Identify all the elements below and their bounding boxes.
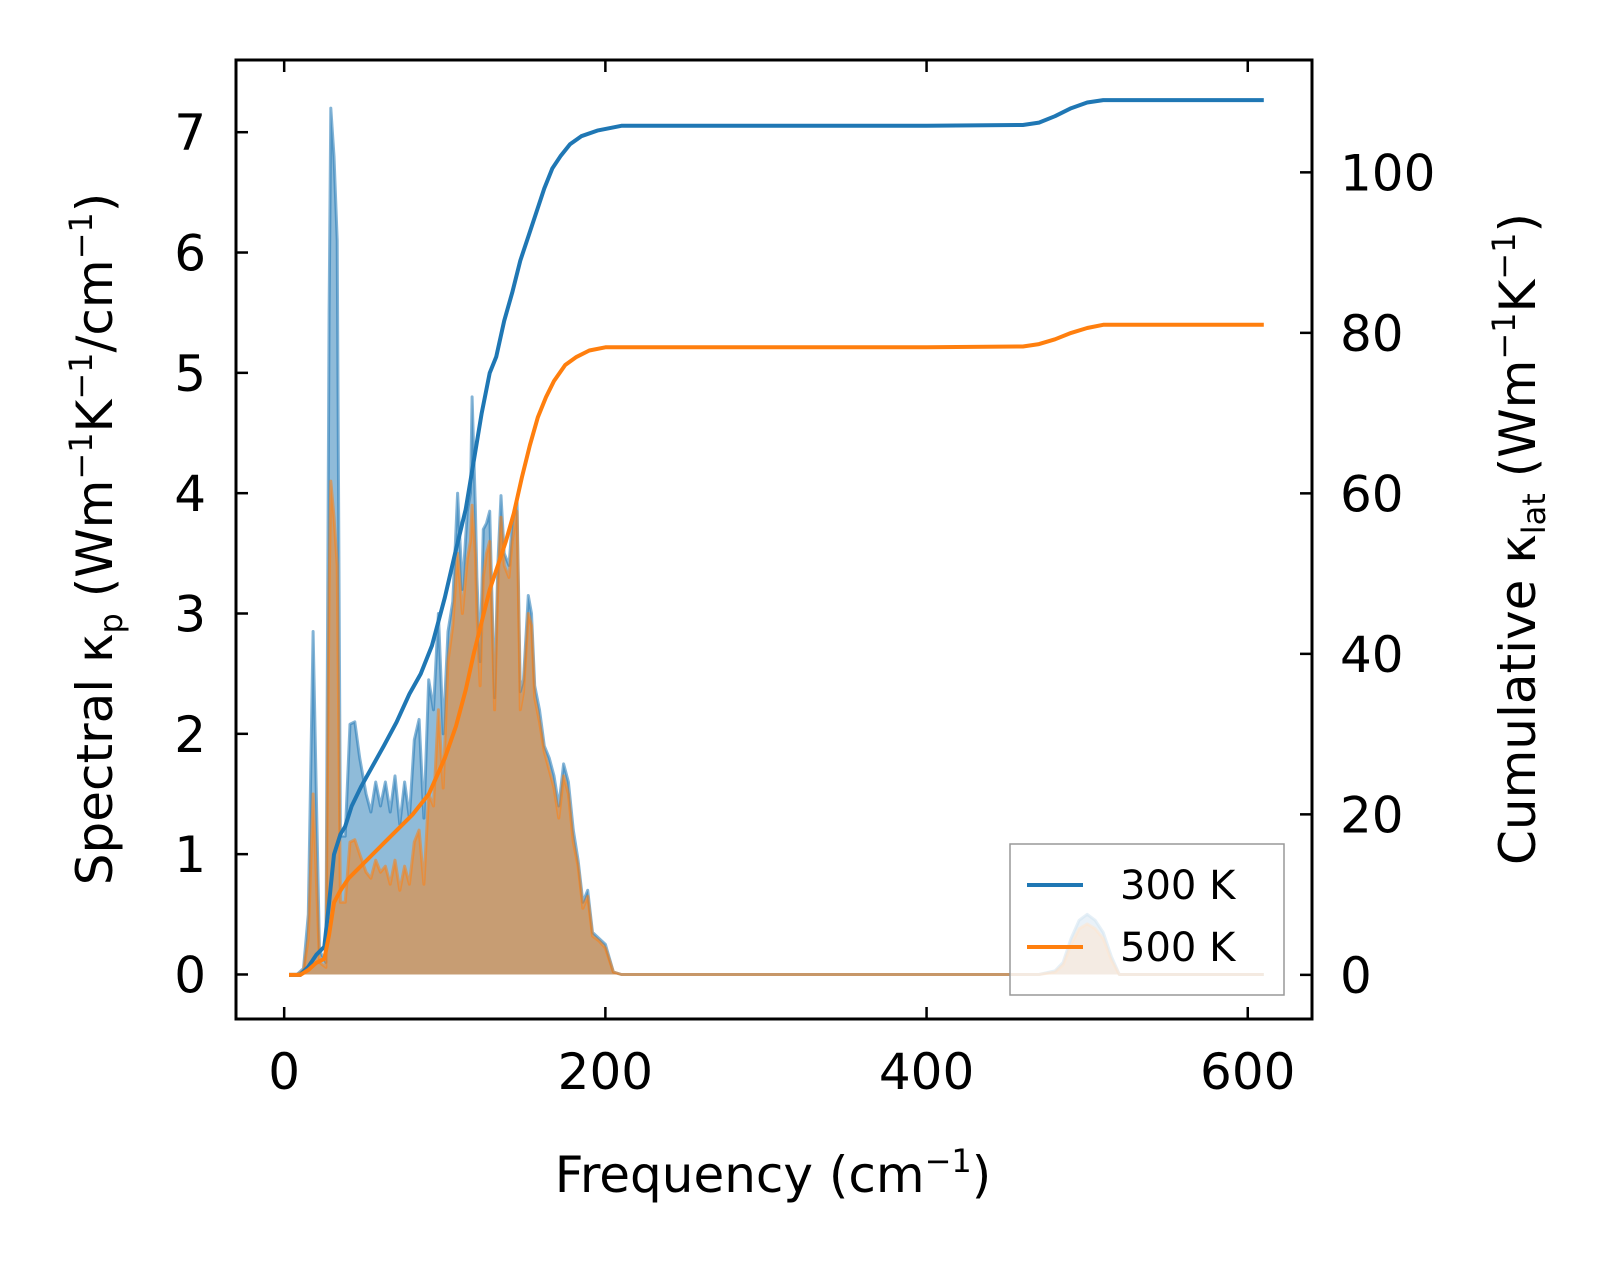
y-tick-label-left: 3 (174, 586, 206, 644)
x-tick-label: 0 (268, 1043, 300, 1101)
y-tick-label-right: 20 (1340, 786, 1404, 844)
y-tick-label-right: 0 (1340, 947, 1372, 1005)
y-tick-label-left: 0 (174, 946, 206, 1004)
y-tick-label-left: 5 (174, 345, 206, 403)
legend-label-300k: 300 K (1120, 863, 1237, 909)
y-tick-label-right: 80 (1340, 305, 1404, 363)
y-tick-label-right: 60 (1340, 465, 1404, 523)
y-tick-label-right: 100 (1340, 144, 1435, 202)
spectral-area-500k (289, 481, 1264, 975)
y-tick-label-left: 2 (174, 706, 206, 764)
series-layer (289, 98, 1264, 977)
legend-box (1009, 843, 1285, 996)
y-tick-label-right: 40 (1340, 626, 1404, 684)
x-tick-label: 400 (879, 1043, 974, 1101)
plot-frame (234, 58, 1314, 1021)
legend-label-500k: 500 K (1120, 925, 1237, 971)
y-axis-label-right: Cumulative κlat (Wm−1K−1) (1485, 213, 1553, 865)
spectral-line-500k (289, 479, 1264, 976)
y-tick-label-left: 7 (174, 104, 206, 162)
x-tick-label: 200 (558, 1043, 653, 1101)
y-tick-label-left: 4 (174, 465, 206, 523)
legend: 300 K 500 K (1009, 843, 1285, 996)
ticks-layer: 0 200 400 600 0 1 2 3 4 5 6 7 0 20 40 60 80 100 (174, 60, 1435, 1101)
y-tick-label-left: 1 (174, 826, 206, 884)
cumulative-line-300k (289, 98, 1264, 977)
cumulative-line-500k (289, 322, 1264, 977)
x-axis-label: Frequency (cm−1) (555, 1142, 992, 1204)
y-tick-label-left: 6 (174, 225, 206, 283)
y-axis-label-left: Spectral κp (Wm−1K−1/cm−1) (62, 193, 130, 886)
x-tick-label: 600 (1200, 1043, 1295, 1101)
